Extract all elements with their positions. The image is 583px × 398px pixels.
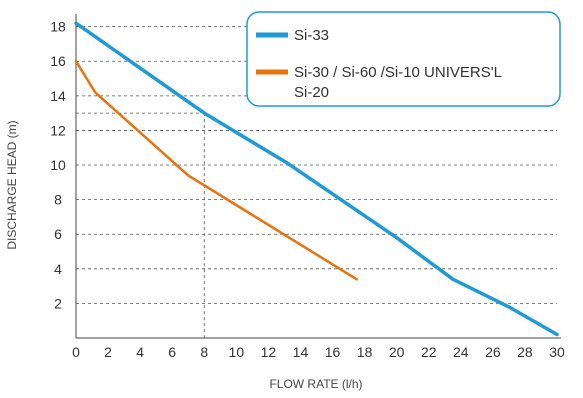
y-tick-16: 16 [50, 53, 66, 69]
x-axis-title: FLOW RATE (l/h) [269, 377, 362, 391]
x-tick-20: 20 [389, 344, 405, 360]
x-tick-8: 8 [200, 344, 208, 360]
x-tick-30: 30 [549, 344, 565, 360]
x-tick-18: 18 [357, 344, 373, 360]
legend: Si-33 Si-30 / Si-60 /Si-10 UNIVERS'L Si-2… [246, 11, 561, 107]
x-tick-22: 22 [421, 344, 437, 360]
y-tick-6: 6 [54, 226, 62, 242]
x-tick-26: 26 [485, 344, 501, 360]
series-lines [74, 21, 559, 337]
legend-label-si-30-group: Si-30 / Si-60 /Si-10 UNIVERS'L Si-20 [294, 64, 502, 101]
series-line-si-33 [74, 21, 559, 337]
x-tick-4: 4 [136, 344, 144, 360]
y-tick-2: 2 [54, 295, 62, 311]
series-line-si-30-group [74, 59, 358, 281]
y-axis-title: DISCHARGE HEAD (m) [5, 120, 19, 249]
y-tick-14: 14 [50, 88, 66, 104]
y-tick-8: 8 [54, 192, 62, 208]
x-tick-24: 24 [453, 344, 469, 360]
x-tick-2: 2 [104, 344, 112, 360]
legend-label-line: Si-30 / Si-60 /Si-10 UNIVERS'L [294, 64, 502, 81]
x-tick-16: 16 [325, 344, 341, 360]
y-tick-10: 10 [50, 157, 66, 173]
legend-label-si-33: Si-33 [294, 27, 329, 44]
y-tick-12: 12 [50, 122, 66, 138]
x-tick-6: 6 [168, 344, 176, 360]
reference-lines [76, 112, 205, 338]
y-tick-18: 18 [50, 19, 66, 35]
x-tick-12: 12 [261, 344, 277, 360]
y-tick-4: 4 [54, 261, 62, 277]
legend-box [246, 11, 561, 107]
legend-label-line: Si-20 [294, 84, 329, 101]
x-tick-0: 0 [72, 344, 80, 360]
axes [75, 14, 561, 339]
x-tick-10: 10 [229, 344, 245, 360]
x-tick-28: 28 [517, 344, 533, 360]
x-tick-14: 14 [293, 344, 309, 360]
